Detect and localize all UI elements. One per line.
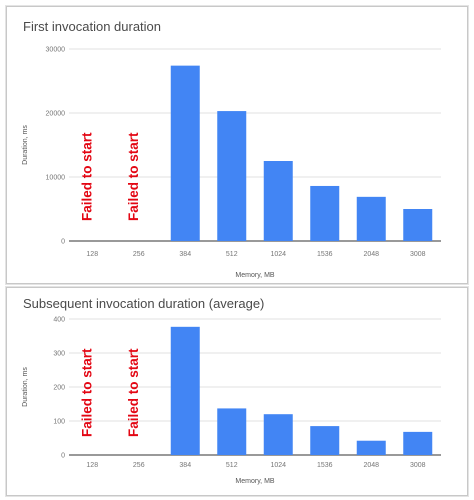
- x-tick-label: 384: [179, 462, 191, 469]
- bar-3008: [403, 209, 433, 241]
- bar-384: [170, 326, 200, 455]
- x-tick-label: 128: [86, 462, 98, 469]
- failed-to-start-annotation: Failed to start: [126, 348, 141, 437]
- bar-3008: [403, 431, 433, 455]
- y-tick-label: 30000: [46, 47, 66, 54]
- chart-svg-subsequent-invocation: 0 100 200 300 400 Duration, ms Memory, MB Faile…: [22, 317, 441, 485]
- chart-svg-first-invocation: 0 10000 20000 30000 Duration, ms Memory, MB Fa…: [22, 47, 441, 279]
- failed-to-start-annotation: Failed to start: [126, 132, 141, 221]
- x-axis-title: Memory, MB: [235, 478, 274, 485]
- chart-panel-first-invocation: First invocation duration 0 10000 20000 300…: [6, 6, 468, 284]
- bar-384: [170, 65, 200, 241]
- y-tick-label: 400: [53, 317, 65, 324]
- bar-512: [217, 408, 247, 455]
- x-tick-label: 256: [133, 462, 145, 469]
- x-tick-label: 1536: [317, 462, 333, 469]
- y-tick-label: 100: [53, 419, 65, 426]
- x-tick-label: 256: [133, 251, 145, 258]
- failed-to-start-annotation: Failed to start: [79, 132, 94, 221]
- x-tick-label: 2048: [363, 462, 379, 469]
- failed-to-start-annotation: Failed to start: [79, 348, 94, 437]
- y-tick-label: 10000: [46, 175, 66, 182]
- bar-2048: [356, 196, 386, 241]
- bar-512: [217, 111, 247, 241]
- y-axis-title: Duration, ms: [22, 367, 29, 407]
- x-tick-label: 2048: [363, 251, 379, 258]
- y-tick-label: 0: [61, 239, 65, 246]
- y-tick-label: 0: [61, 453, 65, 460]
- bar-1024: [263, 161, 293, 241]
- x-tick-label: 512: [226, 462, 238, 469]
- bar-1536: [310, 185, 340, 241]
- bar-1536: [310, 426, 340, 455]
- chart-title: Subsequent invocation duration (average): [23, 296, 265, 311]
- x-axis-title: Memory, MB: [235, 272, 274, 279]
- x-tick-label: 1024: [270, 462, 286, 469]
- x-tick-label: 128: [86, 251, 98, 258]
- y-axis-title: Duration, ms: [22, 125, 29, 165]
- y-tick-label: 20000: [46, 111, 66, 118]
- x-tick-label: 512: [226, 251, 238, 258]
- chart-title: First invocation duration: [23, 19, 162, 34]
- x-tick-label: 3008: [410, 251, 426, 258]
- bar-1024: [263, 414, 293, 455]
- y-tick-label: 300: [53, 351, 65, 358]
- chart-panel-subsequent-invocation: Subsequent invocation duration (average)…: [6, 287, 468, 496]
- bar-2048: [356, 440, 386, 455]
- y-tick-label: 200: [53, 385, 65, 392]
- x-tick-label: 1536: [317, 251, 333, 258]
- x-tick-label: 1024: [270, 251, 286, 258]
- x-tick-label: 3008: [410, 462, 426, 469]
- x-tick-label: 384: [179, 251, 191, 258]
